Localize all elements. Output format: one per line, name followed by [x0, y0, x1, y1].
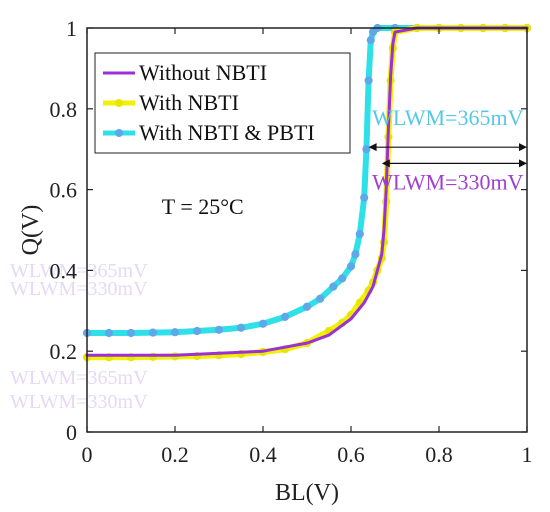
- legend-item: With NBTI & PBTI: [103, 120, 315, 145]
- series-line: [85, 26, 529, 357]
- x-axis-label: BL(V): [275, 480, 339, 506]
- arrow-head-left: [368, 143, 377, 152]
- data-point: [346, 262, 356, 271]
- svg-text:WLWM=330mV: WLWM=330mV: [10, 391, 148, 413]
- arrow-head-left: [381, 159, 390, 168]
- annotation-text: WLWM=365mV: [372, 105, 523, 130]
- data-point: [360, 193, 369, 202]
- data-point: [329, 282, 338, 291]
- x-tick-label: 0.4: [249, 442, 277, 467]
- arrow-head-right: [519, 143, 527, 152]
- data-point: [192, 326, 202, 336]
- annotation-text: WLWM=330mV: [372, 170, 523, 195]
- legend-item: With NBTI: [103, 90, 239, 115]
- data-point: [362, 145, 371, 154]
- data-point: [148, 328, 158, 337]
- legend-label: Without NBTI: [139, 60, 267, 85]
- y-axis-label: Q(V): [18, 205, 44, 256]
- legend-marker: [115, 129, 123, 137]
- legend: Without NBTI With NBTI With NBTI & PBTI: [94, 52, 351, 154]
- data-point: [366, 36, 375, 45]
- x-tick-label: 0.8: [425, 442, 453, 467]
- legend-box: [94, 52, 351, 154]
- legend-item: Without NBTI: [103, 60, 267, 85]
- data-point: [214, 325, 224, 334]
- x-tick-label: 1: [522, 442, 533, 467]
- legend-label: With NBTI & PBTI: [139, 120, 315, 145]
- data-point: [355, 229, 364, 239]
- x-tick-label: 0.6: [337, 442, 365, 467]
- data-point: [316, 294, 325, 303]
- data-point: [170, 328, 180, 337]
- y-tick-label: 0: [66, 420, 77, 445]
- svg-text:WLWM=330mV: WLWM=330mV: [10, 278, 148, 300]
- background-ghost-text: WLWM=365mV WLWM=330mV WLWM=365mV WLWM=33…: [10, 260, 148, 413]
- data-point: [236, 323, 246, 332]
- y-tick-label: 0.4: [50, 258, 78, 283]
- ticks: 0 0.2 0.4 0.6 0.8 1 0 0.2 0.4 0.6 0.8 1: [50, 16, 533, 467]
- annotations: WLWM=365mV WLWM=330mV T = 25°C: [162, 105, 527, 219]
- arrow-head-right: [519, 159, 527, 168]
- data-point: [126, 328, 136, 338]
- svg-text:WLWM=365mV: WLWM=365mV: [10, 367, 148, 389]
- data-point: [351, 250, 360, 259]
- axes-frame: [86, 27, 528, 433]
- data-point: [104, 328, 114, 338]
- legend-label: With NBTI: [139, 90, 239, 115]
- y-tick-label: 0.2: [50, 339, 78, 364]
- data-point: [258, 319, 268, 328]
- data-point: [302, 302, 312, 311]
- data-point: [364, 76, 373, 85]
- data-point: [338, 274, 347, 283]
- series-1: [85, 26, 529, 357]
- data-point: [280, 312, 290, 321]
- legend-marker: [115, 99, 123, 107]
- y-tick-label: 0.8: [50, 97, 78, 122]
- y-tick-label: 1: [66, 16, 77, 41]
- svg-text:WLWM=365mV: WLWM=365mV: [10, 260, 148, 282]
- y-tick-label: 0.6: [50, 178, 78, 203]
- x-tick-label: 0: [82, 442, 93, 467]
- annotation-text: T = 25°C: [162, 194, 244, 219]
- x-tick-label: 0.2: [161, 442, 189, 467]
